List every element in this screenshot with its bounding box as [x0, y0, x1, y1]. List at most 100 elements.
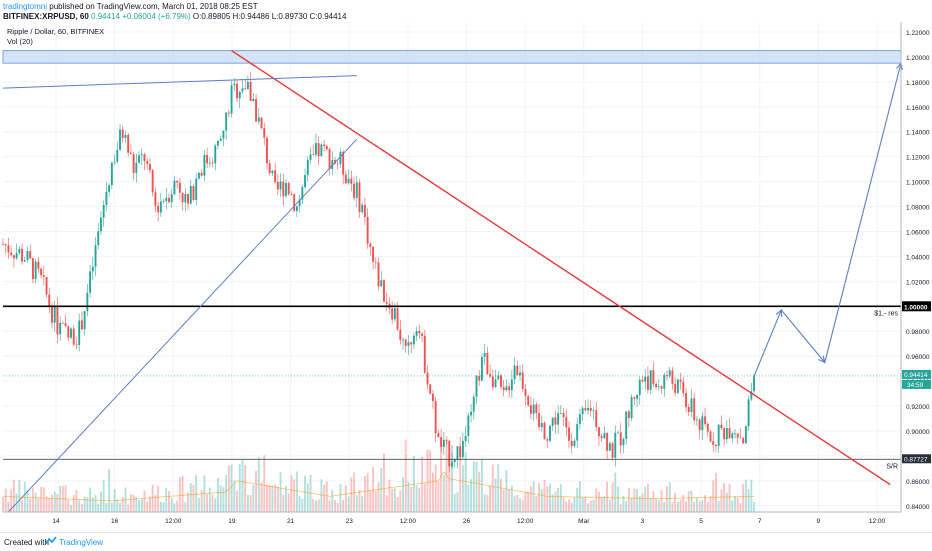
candle-body	[358, 182, 361, 213]
candle-body	[391, 308, 394, 320]
volume-bar	[617, 486, 619, 512]
candle-body	[720, 424, 723, 429]
volume-bar	[12, 479, 15, 512]
candle-body	[31, 258, 34, 280]
candle-body	[121, 129, 124, 138]
candle-body	[4, 244, 7, 246]
volume-bar	[323, 484, 326, 512]
candle-body	[494, 379, 497, 388]
candle-body	[195, 178, 198, 200]
candle-body	[100, 217, 102, 232]
volume-bar	[105, 502, 108, 512]
candle-body	[513, 365, 516, 380]
volume-bar	[312, 499, 315, 512]
candle-body	[108, 185, 111, 192]
candle-body	[467, 415, 470, 436]
volume-bar	[510, 485, 513, 512]
candle-body	[21, 248, 24, 262]
price-chart[interactable]: 1.22000 1.20000 1.18000 1.16000 1.14000 1.120…	[0, 22, 932, 532]
volume-bar	[293, 479, 296, 512]
volume-bar	[622, 495, 625, 512]
volume-bar	[219, 485, 222, 512]
candle-body	[282, 181, 285, 197]
ohlc-line: BITFINEX:XRPUSD, 60 0.94414 +0.06004 (+6…	[3, 12, 346, 21]
candle-body	[268, 163, 271, 174]
volume-bar	[502, 490, 505, 512]
candle-body	[426, 372, 429, 385]
volume-bar	[595, 488, 598, 512]
volume-bar	[527, 491, 530, 512]
candle-body	[331, 159, 334, 170]
volume-bar	[187, 492, 189, 512]
volume-bar	[753, 501, 756, 512]
candle-body	[486, 352, 489, 375]
candle-body	[619, 432, 622, 446]
volume-bar	[31, 488, 34, 512]
candle-body	[646, 376, 649, 390]
volume-bar	[731, 500, 734, 512]
volume-bar	[668, 482, 671, 512]
candle-body	[320, 144, 323, 156]
volume-bar	[717, 501, 720, 512]
candle-body	[663, 375, 666, 389]
candle-body	[448, 440, 451, 467]
candle-body	[412, 335, 415, 345]
candle-body	[325, 146, 328, 150]
volume-bar	[306, 483, 309, 512]
x-tick-label: 16	[111, 518, 119, 525]
candle-body	[314, 143, 317, 155]
candle-body	[489, 374, 492, 377]
volume-bar	[244, 465, 247, 512]
volume-bar	[505, 470, 508, 512]
volume-bar	[513, 495, 516, 512]
candle-body	[491, 376, 494, 388]
volume-bar	[51, 494, 53, 512]
y-tick-label: 1.22000	[906, 30, 930, 37]
volume-bar	[483, 494, 486, 512]
volume-bar	[108, 468, 111, 512]
candle-body	[89, 271, 92, 293]
candle-body	[241, 88, 244, 92]
volume-bar	[442, 474, 445, 512]
candle-body	[15, 253, 18, 259]
volume-bar	[480, 459, 483, 512]
x-tick-label: 21	[287, 518, 295, 525]
candle-body	[116, 149, 119, 162]
volume-bar	[437, 481, 440, 512]
candle-body	[353, 183, 355, 198]
candle-body	[519, 372, 521, 376]
volume-bar	[116, 499, 119, 512]
volume-bar	[304, 475, 307, 512]
volume-bar	[241, 459, 244, 512]
legend-title: Ripple / Dollar, 60, BITFINEX	[7, 27, 104, 36]
volume-bar	[374, 490, 377, 512]
candle-body	[293, 194, 296, 212]
candle-body	[217, 140, 219, 146]
candle-body	[679, 379, 682, 382]
author-link[interactable]: tradingtomni	[3, 2, 48, 11]
candle-body	[478, 375, 481, 381]
volume-bar	[630, 497, 633, 512]
volume-bar	[255, 470, 258, 512]
volume-bar	[2, 497, 4, 512]
candle-body	[154, 192, 157, 206]
candle-body	[227, 112, 230, 114]
resistance-price-text: 1.00000	[904, 304, 928, 311]
y-tick-label: 1.16000	[906, 105, 930, 112]
resistance-price-tag	[902, 301, 931, 312]
candle-body	[562, 413, 565, 418]
volume-bar	[578, 481, 581, 512]
candle-body	[135, 162, 138, 173]
volume-bar	[168, 491, 170, 512]
candle-body	[404, 339, 407, 346]
candle-body	[587, 407, 590, 411]
candle-body	[29, 250, 32, 259]
candles	[2, 72, 756, 473]
volume-bar	[734, 496, 736, 512]
tradingview-brand[interactable]: TradingView	[59, 538, 104, 547]
candle-body	[295, 206, 298, 212]
volume-bar	[110, 502, 113, 512]
candle-body	[306, 159, 309, 176]
volume-bar	[225, 474, 228, 512]
volume-bar	[78, 499, 81, 512]
